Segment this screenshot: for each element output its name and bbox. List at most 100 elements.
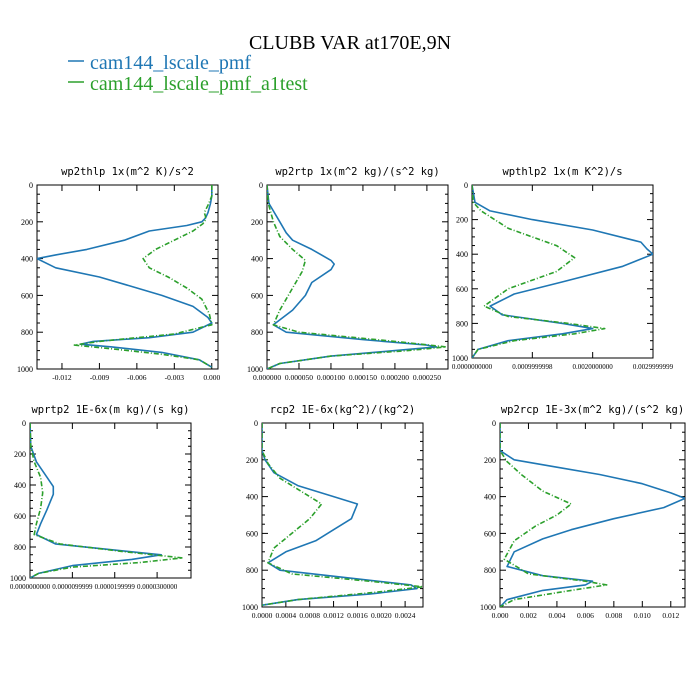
x-tick-label: 0.0008 <box>299 611 320 620</box>
x-tick-label: 0.002 <box>520 611 537 620</box>
series-line-a1test <box>30 423 184 578</box>
x-tick-label: -0.003 <box>165 373 185 382</box>
panel-1: wp2thlp 1x(m^2 K)/s^2 0 200 400 600 800 1000 -0… <box>17 166 220 382</box>
series-line-a1test <box>500 423 608 607</box>
panel-title: wpthlp2 1x(m K^2)/s <box>502 166 622 178</box>
figure-title: CLUBB VAR at170E,9N <box>249 32 451 54</box>
y-tick-label: 400 <box>246 493 258 502</box>
series-line-a1test <box>262 423 423 606</box>
series-line-pmf <box>37 185 213 368</box>
x-tick-label: 0.0004 <box>276 611 297 620</box>
plot-frame <box>29 422 192 579</box>
y-tick-label: 0 <box>29 181 33 190</box>
y-tick-label: 600 <box>456 285 468 294</box>
series-line-pmf <box>267 185 438 369</box>
plot-frame <box>499 422 686 608</box>
x-tick-label: 0.0020000000 <box>573 363 614 371</box>
y-tick-label: 1000 <box>480 603 496 612</box>
series-line-a1test <box>73 185 213 368</box>
legend: cam144_lscale_pmf cam144_lscale_pmf_a1te… <box>68 52 308 95</box>
y-tick-label: 800 <box>21 328 33 337</box>
y-tick-label: 800 <box>246 566 258 575</box>
y-tick-label: 600 <box>246 529 258 538</box>
legend-label-2: cam144_lscale_pmf_a1test <box>90 73 308 95</box>
x-tick-label: 0.0000000000 <box>452 363 493 371</box>
y-tick-label: 0 <box>464 181 468 190</box>
x-tick-label: 0.000150 <box>349 373 377 382</box>
panels: wp2thlp 1x(m^2 K)/s^2 0 200 400 600 800 1000 -0… <box>10 166 686 620</box>
x-tick-label: 0.0009999998 <box>512 363 553 371</box>
panel-2: wp2rtp 1x(m^2 kg)/(s^2 kg) 0 200 400 600 800 1… <box>247 166 449 382</box>
y-tick-label: 400 <box>21 255 33 264</box>
panel-title: rcp2 1E-6x(kg^2)/(kg^2) <box>270 404 415 416</box>
x-tick-label: -0.006 <box>127 373 147 382</box>
x-tick-label: 0.000250 <box>413 373 441 382</box>
plot-frame <box>36 184 219 370</box>
y-tick-label: 800 <box>14 543 26 552</box>
y-tick-label: 400 <box>456 250 468 259</box>
x-tick-label: 0.0029999999 <box>633 363 674 371</box>
panel-title: wprtp2 1E-6x(m kg)/(s kg) <box>31 404 189 416</box>
y-tick-label: 0 <box>259 181 263 190</box>
legend-label-1: cam144_lscale_pmf <box>90 52 251 74</box>
x-tick-label: 0.000 <box>203 373 220 382</box>
x-tick-label: 0.006 <box>577 611 594 620</box>
x-tick-label: 0.000050 <box>285 373 313 382</box>
y-tick-label: 200 <box>484 456 496 465</box>
series-line-a1test <box>472 185 606 358</box>
y-tick-label: 1000 <box>247 365 263 374</box>
x-tick-label: 0.000 <box>492 611 509 620</box>
panel-4: wprtp2 1E-6x(m kg)/(s kg) 0 200 400 600 800 10… <box>10 404 192 591</box>
x-tick-label: 0.0000199999 <box>95 583 136 591</box>
y-tick-label: 400 <box>484 493 496 502</box>
plot-frame <box>266 184 449 370</box>
x-tick-label: 0.0000300000 <box>137 583 178 591</box>
y-tick-label: 600 <box>484 529 496 538</box>
panel-title: wp2rcp 1E-3x(m^2 kg)/(s^2 kg) <box>501 404 684 416</box>
x-tick-label: 0.000000 <box>253 373 281 382</box>
y-tick-label: 200 <box>246 456 258 465</box>
panel-5: rcp2 1E-6x(kg^2)/(kg^2) 0 200 400 600 800 1000… <box>242 404 424 620</box>
series-line-a1test <box>267 185 447 369</box>
y-tick-label: 600 <box>21 291 33 300</box>
x-tick-label: 0.0020 <box>371 611 392 620</box>
y-tick-label: 600 <box>14 512 26 521</box>
plot-frame <box>471 184 654 359</box>
x-tick-label: 0.0024 <box>395 611 416 620</box>
x-tick-label: -0.009 <box>90 373 110 382</box>
y-tick-label: 1000 <box>10 574 26 583</box>
plot-frame <box>261 422 424 608</box>
x-tick-label: 0.010 <box>634 611 651 620</box>
x-tick-label: 0.0000000000 <box>10 583 51 591</box>
y-tick-label: 0 <box>492 419 496 428</box>
x-tick-label: 0.0012 <box>323 611 344 620</box>
y-tick-label: 0 <box>254 419 258 428</box>
y-tick-label: 200 <box>456 216 468 225</box>
x-tick-label: 0.000200 <box>381 373 409 382</box>
x-tick-label: 0.0016 <box>347 611 368 620</box>
y-tick-label: 600 <box>251 291 263 300</box>
y-tick-label: 800 <box>484 566 496 575</box>
y-tick-label: 200 <box>14 450 26 459</box>
x-tick-label: 0.0000099999 <box>52 583 93 591</box>
series-line-pmf <box>500 423 685 607</box>
panel-title: wp2thlp 1x(m^2 K)/s^2 <box>61 166 194 178</box>
x-tick-label: -0.012 <box>52 373 72 382</box>
series-line-pmf <box>472 185 653 358</box>
y-tick-label: 800 <box>456 319 468 328</box>
y-tick-label: 0 <box>22 419 26 428</box>
y-tick-label: 1000 <box>17 365 33 374</box>
y-tick-label: 1000 <box>452 354 468 363</box>
x-tick-label: 0.004 <box>548 611 565 620</box>
y-tick-label: 400 <box>251 255 263 264</box>
x-tick-label: 0.012 <box>662 611 679 620</box>
y-tick-label: 400 <box>14 481 26 490</box>
x-tick-label: 0.000100 <box>317 373 345 382</box>
panel-3: wpthlp2 1x(m K^2)/s020040060080010000.00… <box>452 166 674 371</box>
y-tick-label: 1000 <box>242 603 258 612</box>
y-tick-label: 800 <box>251 328 263 337</box>
panel-title: wp2rtp 1x(m^2 kg)/(s^2 kg) <box>275 166 439 178</box>
series-line-pmf <box>262 423 418 606</box>
